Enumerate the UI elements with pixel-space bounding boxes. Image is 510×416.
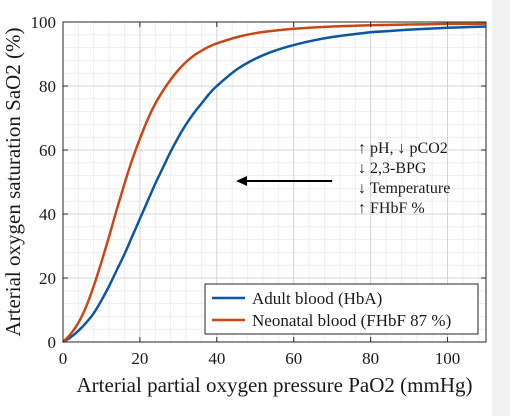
legend-box bbox=[204, 283, 479, 335]
tick-labels: 0 20 40 60 80 100 0 20 40 60 80 100 bbox=[31, 13, 461, 368]
shift-arrow bbox=[236, 176, 333, 186]
annotation-block: ↑ pH, ↓ pCO2 ↓ 2,3-BPG ↓ Temperature ↑ F… bbox=[358, 140, 450, 217]
x-tick-label: 60 bbox=[285, 349, 302, 368]
y-tick-label: 100 bbox=[31, 13, 57, 32]
tick-marks bbox=[62, 21, 486, 343]
arrow-head bbox=[236, 176, 248, 186]
y-tick-label: 20 bbox=[39, 269, 56, 288]
right-edge-strip bbox=[492, 0, 510, 416]
y-tick-label: 60 bbox=[39, 141, 56, 160]
legend: Adult blood (HbA) Neonatal blood (FHbF 8… bbox=[204, 283, 479, 335]
legend-label-neonatal: Neonatal blood (FHbF 87 %) bbox=[252, 311, 451, 330]
annotation-line: ↓ 2,3-BPG bbox=[358, 160, 427, 177]
x-tick-label: 80 bbox=[362, 349, 379, 368]
series-layer bbox=[62, 22, 487, 344]
legend-label-adult: Adult blood (HbA) bbox=[252, 289, 382, 308]
y-tick-label: 0 bbox=[48, 333, 57, 352]
plot-frame bbox=[62, 21, 487, 343]
x-tick-label: 20 bbox=[131, 349, 148, 368]
series-line-neonatal bbox=[62, 22, 487, 343]
x-axis-label: Arterial partial oxygen pressure PaO2 (m… bbox=[77, 373, 473, 397]
x-tick-label: 100 bbox=[435, 349, 461, 368]
y-tick-label: 80 bbox=[39, 77, 56, 96]
series-line-adult bbox=[62, 25, 487, 344]
y-axis-label: Arterial oxygen saturation SaO2 (%) bbox=[1, 27, 25, 336]
y-tick-label: 40 bbox=[39, 205, 56, 224]
annotation-line: ↓ Temperature bbox=[358, 180, 450, 197]
x-tick-label: 0 bbox=[59, 349, 68, 368]
annotation-line: ↑ FHbF % bbox=[358, 200, 425, 217]
annotation-line: ↑ pH, ↓ pCO2 bbox=[358, 140, 448, 157]
x-tick-label: 40 bbox=[208, 349, 225, 368]
